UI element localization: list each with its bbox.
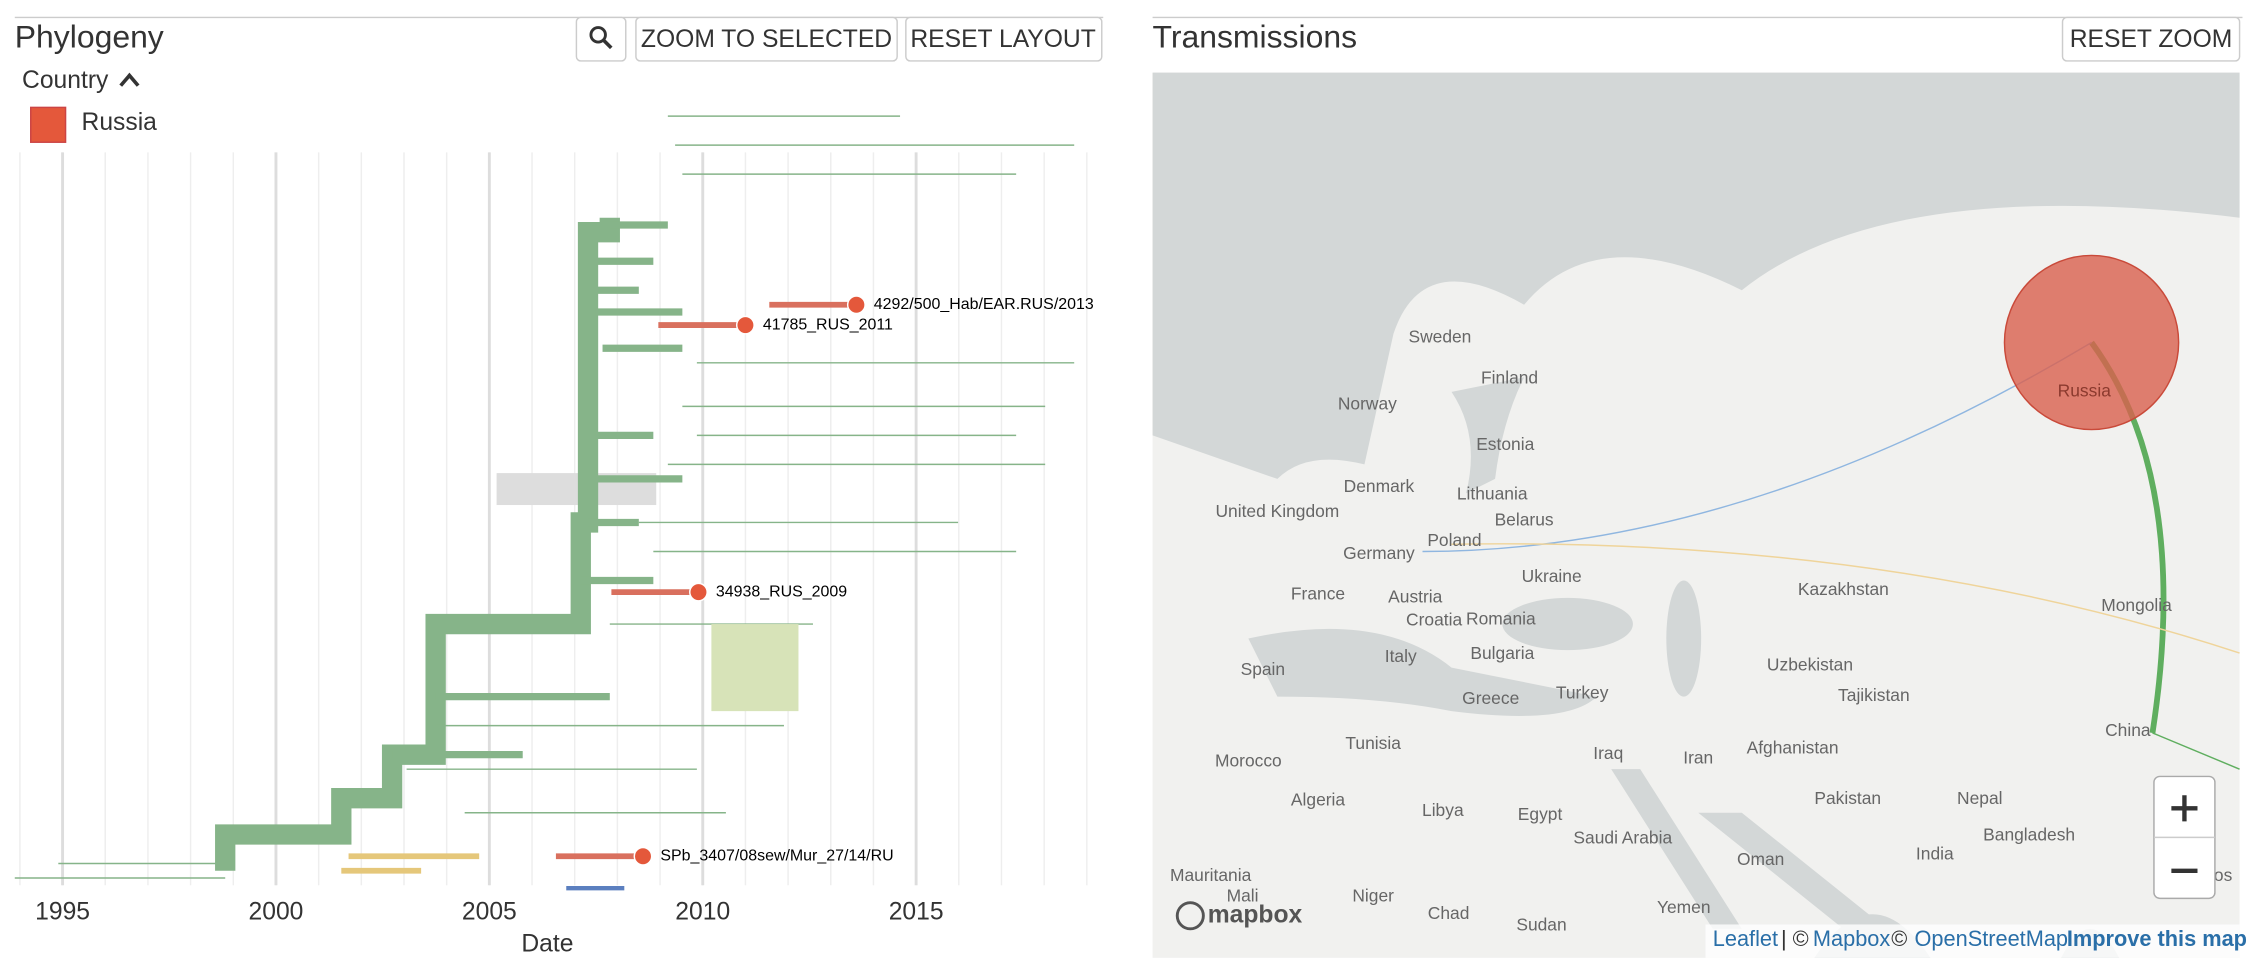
zoom-selected-button[interactable] bbox=[635, 16, 898, 62]
map[interactable] bbox=[1152, 72, 2240, 958]
tip-label: SPb_3407/08sew/Mur_27/14/RU bbox=[660, 847, 893, 864]
map-label: Ukraine bbox=[1522, 566, 1582, 586]
tip-label: 41785_RUS_2011 bbox=[763, 316, 893, 333]
map-label: Oman bbox=[1737, 849, 1784, 869]
map-label: Sweden bbox=[1408, 327, 1471, 347]
tip[interactable] bbox=[846, 295, 866, 315]
attribution-text: © bbox=[1891, 926, 1907, 951]
map-label: Turkey bbox=[1556, 682, 1609, 702]
button-label[interactable]: ZOOM TO SELECTED bbox=[641, 26, 892, 53]
map-label: Algeria bbox=[1291, 790, 1346, 810]
x-tick-label: 2015 bbox=[889, 898, 944, 925]
attribution-text: | © bbox=[1781, 926, 1809, 951]
map-label: Finland bbox=[1481, 367, 1538, 387]
x-axis: 1995 2000 2005 2010 2015 bbox=[35, 898, 943, 925]
logo-icon bbox=[1175, 901, 1205, 931]
map-label: Iran bbox=[1683, 748, 1713, 768]
map-label: Uzbekistan bbox=[1767, 655, 1853, 675]
logo: mapbox bbox=[1208, 901, 1303, 928]
map-label: Pakistan bbox=[1814, 788, 1881, 808]
map-label: Kazakhstan bbox=[1798, 579, 1889, 599]
map-label: Romania bbox=[1466, 608, 1536, 628]
map-label: Chad bbox=[1428, 903, 1470, 923]
map-label: Belarus bbox=[1495, 510, 1554, 530]
map-label: Tajikistan bbox=[1838, 685, 1910, 705]
grid bbox=[19, 152, 1088, 886]
map-label: Estonia bbox=[1476, 434, 1534, 454]
map-label: Mongolia bbox=[2101, 595, 2172, 615]
map-label: Spain bbox=[1241, 659, 1286, 679]
reset-zoom-button[interactable] bbox=[2061, 16, 2241, 62]
tip-label: 34938_RUS_2009 bbox=[716, 583, 847, 600]
legend-swatch bbox=[30, 106, 67, 143]
map-label: Iraq bbox=[1593, 743, 1623, 763]
map-label: Italy bbox=[1385, 646, 1417, 666]
map-label: Tunisia bbox=[1345, 733, 1401, 753]
map-label: Austria bbox=[1388, 587, 1442, 607]
tip-label: 4292/500_Hab/EAR.RUS/2013 bbox=[874, 296, 1094, 313]
legend-title[interactable]: Country bbox=[22, 67, 109, 94]
zoom-out-button[interactable] bbox=[575, 16, 627, 62]
map-label: Morocco bbox=[1215, 751, 1282, 771]
x-tick-label: 2000 bbox=[249, 898, 304, 925]
map-label: Denmark bbox=[1344, 476, 1415, 496]
attribution-link[interactable]: Improve this map bbox=[2067, 926, 2247, 951]
map-label: Saudi Arabia bbox=[1573, 827, 1672, 847]
map-label: Lithuania bbox=[1457, 483, 1528, 503]
button-label[interactable]: RESET LAYOUT bbox=[910, 26, 1095, 53]
map-label: Libya bbox=[1422, 800, 1464, 820]
region-label: Russia bbox=[2058, 380, 2112, 400]
panel-title: Phylogeny bbox=[15, 19, 164, 55]
button-label[interactable]: RESET ZOOM bbox=[2070, 26, 2233, 53]
map-label: France bbox=[1291, 584, 1345, 604]
tip[interactable] bbox=[689, 582, 708, 602]
map-label: China bbox=[2105, 720, 2151, 740]
zoom-control[interactable] bbox=[2153, 775, 2216, 900]
axis-label: Date bbox=[521, 930, 573, 957]
tree bbox=[14, 115, 1075, 891]
map-label: Sudan bbox=[1516, 915, 1566, 935]
map-label: Bangladesh bbox=[1983, 825, 2075, 845]
x-tick-label: 1995 bbox=[35, 898, 90, 925]
panel-title: Transmissions bbox=[1153, 19, 1357, 55]
map-label: Germany bbox=[1343, 543, 1415, 563]
map-label: Mauritania bbox=[1170, 865, 1252, 885]
map-label: Afghanistan bbox=[1747, 737, 1839, 757]
tip[interactable] bbox=[633, 846, 653, 866]
map-label: Nepal bbox=[1957, 788, 2002, 808]
reset-layout-button[interactable] bbox=[905, 16, 1103, 62]
x-tick-label: 2010 bbox=[675, 898, 730, 925]
map-labels: Sweden Finland Norway Estonia Denmark Lithuan… bbox=[1170, 327, 2233, 935]
map-label: Croatia bbox=[1406, 610, 1462, 630]
x-tick-label: 2005 bbox=[462, 898, 517, 925]
map-label: Norway bbox=[1338, 393, 1397, 413]
tip[interactable] bbox=[735, 315, 755, 335]
map-label: Poland bbox=[1427, 530, 1481, 550]
caret[interactable] bbox=[119, 72, 140, 87]
map-label: Egypt bbox=[1518, 804, 1563, 824]
map-label: India bbox=[1916, 843, 1954, 863]
attribution-link[interactable]: Mapbox bbox=[1813, 926, 1891, 951]
map-label: Niger bbox=[1352, 885, 1394, 905]
map-label: Bulgaria bbox=[1470, 643, 1534, 663]
tips: 41785_RUS_2011 4292/500_Hab/EAR.RUS/2013 3… bbox=[555, 295, 1094, 866]
map-label: Greece bbox=[1462, 688, 1519, 708]
map-label: Yemen bbox=[1657, 897, 1711, 917]
attribution-bg bbox=[1705, 924, 2240, 958]
legend-label: Russia bbox=[82, 109, 158, 136]
attribution-link[interactable]: Leaflet bbox=[1713, 926, 1778, 951]
attribution-link[interactable]: OpenStreetMap bbox=[1914, 926, 2068, 951]
map-label: Mali bbox=[1227, 885, 1259, 905]
map-label: United Kingdom bbox=[1215, 501, 1339, 521]
